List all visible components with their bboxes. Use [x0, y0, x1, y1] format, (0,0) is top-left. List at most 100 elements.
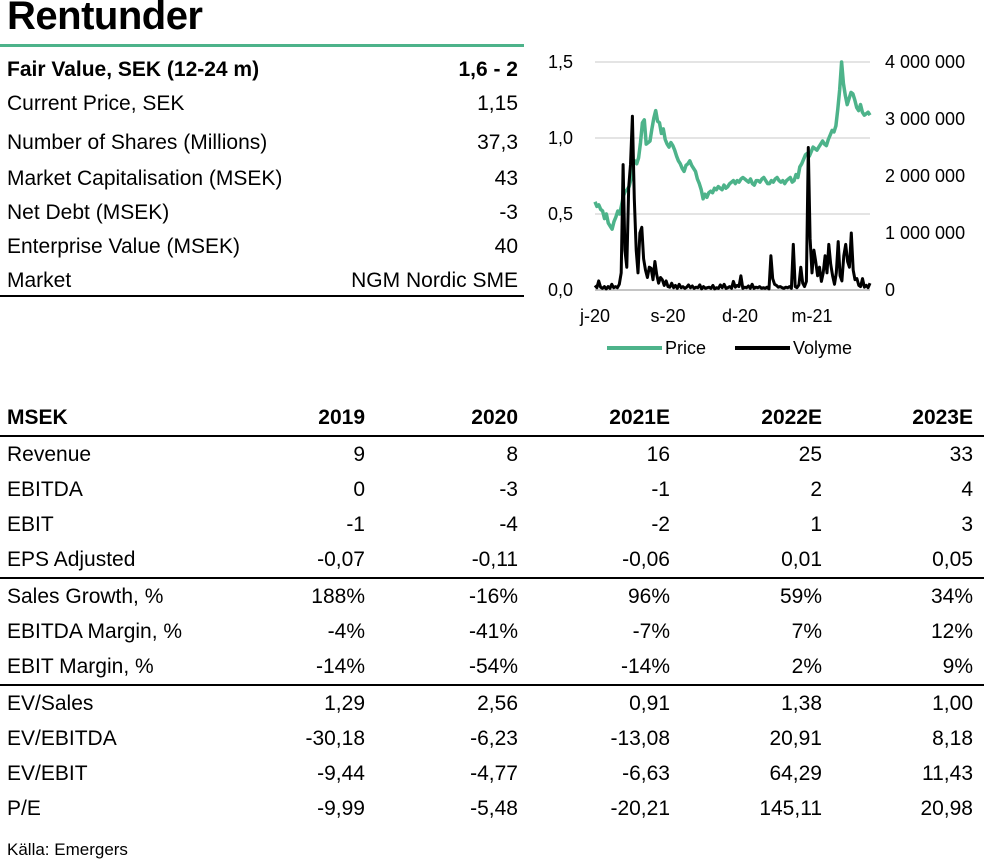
table-row: EBIT -1 -4 -2 1 3: [0, 507, 984, 542]
table-row: EBITDA Margin, % -4% -41% -7% 7% 12%: [0, 614, 984, 649]
table-row: EV/EBIT -9,44 -4,77 -6,63 64,29 11,43: [0, 756, 984, 791]
table-cell: -2: [651, 512, 670, 536]
table-cell: 1: [810, 512, 822, 536]
key-figure-value: -3: [499, 201, 518, 224]
table-cell: 16: [646, 442, 670, 466]
y-right-tick-label: 1 000 000: [885, 223, 965, 243]
table-cell: -1: [651, 477, 670, 501]
table-cell: 3: [961, 512, 973, 536]
table-cell: -14%: [620, 654, 670, 678]
key-figure-row: Net Debt (MSEK) -3: [7, 196, 518, 230]
x-tick-label: s-20: [650, 306, 685, 326]
key-figure-row: Fair Value, SEK (12-24 m) 1,6 - 2: [7, 53, 518, 87]
y-left-tick-label: 1,5: [548, 52, 573, 72]
year-header: 2022E: [761, 405, 822, 429]
legend-label: Volyme: [793, 338, 852, 358]
table-cell: 11,43: [922, 761, 973, 785]
row-label: EV/EBITDA: [7, 726, 117, 750]
table-cell: -9,99: [317, 796, 365, 820]
table-cell: -16%: [468, 584, 518, 608]
key-figure-value: 37,3: [477, 131, 518, 154]
table-cell: 188%: [311, 584, 365, 608]
row-label: EV/Sales: [7, 691, 94, 715]
table-cell: -41%: [468, 619, 518, 643]
table-cell: 25: [798, 442, 822, 466]
table-rule: [0, 435, 984, 437]
table-cell: -4,77: [470, 761, 518, 785]
title-underline: [0, 44, 524, 47]
key-figure-value: 1,15: [477, 92, 518, 115]
key-figures-rule: [0, 295, 524, 297]
table-cell: 8: [506, 442, 518, 466]
key-figure-row: Current Price, SEK 1,15: [7, 87, 518, 121]
table-cell: -4: [499, 512, 518, 536]
y-left-tick-label: 0,0: [548, 280, 573, 300]
row-label: EBIT Margin, %: [7, 654, 154, 678]
table-cell: -0,06: [622, 547, 670, 571]
key-figure-value: 1,6 - 2: [458, 58, 518, 81]
table-cell: -0,11: [471, 547, 518, 571]
row-label: EV/EBIT: [7, 761, 88, 785]
financial-table: MSEK 2019 2020 2021E 2022E 2023E Revenue 9 8 16 25…: [0, 400, 984, 826]
table-cell: -3: [499, 477, 518, 501]
table-cell: -5,48: [470, 796, 518, 820]
table-cell: 33: [949, 442, 973, 466]
table-row: Revenue 9 8 16 25 33: [0, 437, 984, 472]
source-note: Källa: Emergers: [7, 840, 128, 859]
table-row: EPS Adjusted -0,07 -0,11 -0,06 0,01 0,05: [0, 542, 984, 577]
table-cell: 9: [353, 442, 365, 466]
table-cell: 20,91: [769, 726, 822, 750]
year-header: 2020: [471, 405, 518, 429]
table-row: EV/EBITDA -30,18 -6,23 -13,08 20,91 8,18: [0, 721, 984, 756]
report-title: Rentunder: [7, 0, 203, 38]
row-label: EBITDA Margin, %: [7, 619, 183, 643]
table-cell: 2: [810, 477, 822, 501]
year-header: 2023E: [912, 405, 973, 429]
key-figure-label: Net Debt (MSEK): [7, 201, 170, 224]
year-header: 2021E: [609, 405, 670, 429]
row-label: Sales Growth, %: [7, 584, 164, 608]
key-figure-label: Market: [7, 269, 72, 292]
table-cell: 12%: [930, 619, 973, 643]
row-label: P/E: [7, 796, 41, 820]
table-header-row: MSEK 2019 2020 2021E 2022E 2023E: [0, 400, 984, 435]
table-cell: -6,63: [622, 761, 670, 785]
table-row: Sales Growth, % 188% -16% 96% 59% 34%: [0, 579, 984, 614]
y-right-tick-label: 4 000 000: [885, 52, 965, 72]
table-row: EBIT Margin, % -14% -54% -14% 2% 9%: [0, 649, 984, 684]
key-figure-label: Market Capitalisation (MSEK): [7, 167, 283, 190]
y-left-tick-label: 1,0: [548, 128, 573, 148]
x-tick-label: m-21: [791, 306, 832, 326]
y-right-tick-label: 2 000 000: [885, 166, 965, 186]
table-cell: 2%: [791, 654, 822, 678]
table-cell: -7%: [632, 619, 670, 643]
price-volume-chart: 1,5 1,0 0,5 0,0 4 000 000 3 000 000 2 000 000 1…: [548, 52, 965, 358]
table-header-label: MSEK: [7, 405, 68, 429]
key-figure-row: Enterprise Value (MSEK) 40: [7, 230, 518, 264]
table-cell: -1: [346, 512, 365, 536]
row-label: EBITDA: [7, 477, 83, 501]
table-cell: 8,18: [932, 726, 973, 750]
key-figure-label: Current Price, SEK: [7, 92, 185, 115]
table-row: EBITDA 0 -3 -1 2 4: [0, 472, 984, 507]
table-row: EV/Sales 1,29 2,56 0,91 1,38 1,00: [0, 686, 984, 721]
table-cell: -6,23: [470, 726, 518, 750]
volume-series-line: [593, 114, 872, 291]
table-cell: -54%: [468, 654, 518, 678]
table-cell: -30,18: [305, 726, 365, 750]
table-cell: 9%: [942, 654, 973, 678]
key-figure-label: Fair Value, SEK (12-24 m): [7, 58, 260, 81]
y-right-tick-label: 0: [885, 280, 895, 300]
table-cell: 4: [961, 477, 973, 501]
table-cell: 7%: [791, 619, 822, 643]
table-cell: 20,98: [920, 796, 973, 820]
table-cell: -20,21: [610, 796, 670, 820]
table-cell: -9,44: [317, 761, 365, 785]
table-cell: 2,56: [477, 691, 518, 715]
table-cell: -13,08: [610, 726, 670, 750]
table-cell: 1,00: [932, 691, 973, 715]
key-figure-value: 40: [494, 235, 518, 258]
table-rule: [0, 684, 984, 686]
row-label: EPS Adjusted: [7, 547, 136, 571]
table-cell: -14%: [315, 654, 365, 678]
